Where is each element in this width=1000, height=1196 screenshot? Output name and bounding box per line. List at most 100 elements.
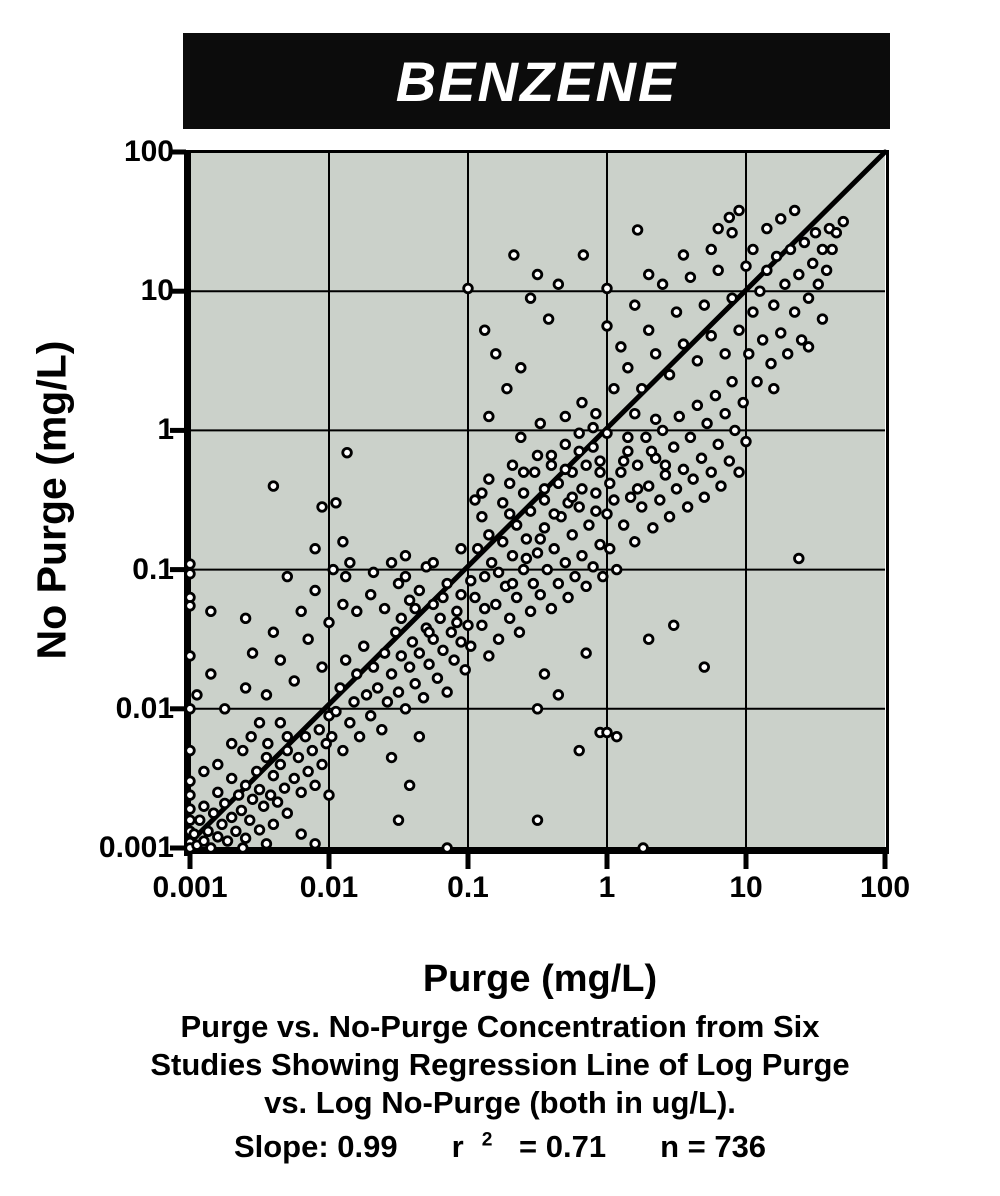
data-point xyxy=(788,306,801,318)
data-point xyxy=(221,835,234,847)
data-point xyxy=(677,338,690,350)
data-point xyxy=(455,588,467,601)
data-point xyxy=(395,612,407,625)
data-point xyxy=(779,278,791,290)
data-point xyxy=(365,710,377,722)
data-point xyxy=(320,737,332,750)
data-point xyxy=(202,825,214,837)
data-point xyxy=(552,477,565,489)
data-point xyxy=(281,570,294,583)
caption-stats-line: Slope: 0.99 r 2 = 0.71 n = 736 xyxy=(0,1122,1000,1166)
data-point xyxy=(465,575,477,587)
data-point xyxy=(782,348,794,360)
data-point xyxy=(485,556,498,569)
data-point xyxy=(309,779,321,792)
data-point xyxy=(754,285,766,297)
y-tick-mark xyxy=(170,288,186,294)
data-point xyxy=(378,647,391,659)
data-point xyxy=(309,838,321,850)
data-point xyxy=(611,563,623,576)
data-point xyxy=(341,446,353,459)
data-point xyxy=(538,668,551,680)
data-point xyxy=(740,435,752,448)
data-point xyxy=(330,705,342,718)
data-point xyxy=(807,257,819,270)
data-point xyxy=(205,605,217,618)
data-point xyxy=(427,556,439,569)
x-tick-label: 0.001 xyxy=(152,871,228,904)
data-point xyxy=(506,549,519,562)
data-point xyxy=(399,549,412,562)
data-point xyxy=(225,737,238,750)
data-point xyxy=(645,445,658,457)
data-point xyxy=(295,605,307,618)
data-point xyxy=(337,598,349,611)
scatter-points xyxy=(184,204,850,854)
data-point xyxy=(184,703,196,715)
data-point xyxy=(348,696,360,708)
data-point xyxy=(406,636,419,648)
data-point xyxy=(274,654,287,666)
data-point xyxy=(212,786,224,799)
data-point xyxy=(306,744,319,757)
data-point xyxy=(451,616,463,629)
data-point xyxy=(795,334,808,346)
data-point xyxy=(462,619,474,631)
stat-n: n = 736 xyxy=(660,1129,767,1165)
data-point xyxy=(668,619,680,631)
data-point xyxy=(235,804,248,817)
data-point xyxy=(490,598,502,611)
x-tick-mark xyxy=(743,853,749,869)
data-point xyxy=(802,292,815,304)
scatter-plot xyxy=(170,149,889,869)
data-point xyxy=(365,588,377,601)
data-point xyxy=(524,292,537,304)
data-point xyxy=(538,494,551,506)
data-point xyxy=(455,543,467,555)
data-point xyxy=(299,730,312,743)
data-point xyxy=(695,452,708,464)
y-tick-label: 10 xyxy=(140,274,174,308)
data-point xyxy=(262,737,274,750)
data-point xyxy=(334,682,346,694)
data-point xyxy=(358,640,370,652)
data-point xyxy=(244,814,256,826)
data-point xyxy=(601,726,613,739)
data-point xyxy=(441,577,453,590)
data-point xyxy=(601,508,613,520)
data-point xyxy=(643,324,655,336)
data-point xyxy=(590,505,602,517)
data-point xyxy=(559,463,572,476)
data-point xyxy=(784,243,797,256)
data-point xyxy=(267,626,280,638)
data-point xyxy=(712,438,724,451)
data-point xyxy=(542,313,555,325)
caption-line-2: Studies Showing Regression Line of Log P… xyxy=(150,1047,850,1082)
data-point xyxy=(237,744,249,757)
data-point xyxy=(469,591,481,604)
data-point xyxy=(237,842,249,854)
data-point xyxy=(478,324,491,336)
data-point xyxy=(184,814,196,826)
data-point xyxy=(381,696,394,708)
data-point xyxy=(751,375,763,388)
data-point xyxy=(216,818,228,831)
data-point xyxy=(409,678,421,690)
data-point xyxy=(413,584,426,597)
data-point xyxy=(594,455,606,467)
data-point xyxy=(403,594,416,606)
stat-slope: Slope: 0.99 xyxy=(233,1129,398,1165)
data-point xyxy=(601,320,613,332)
data-point xyxy=(395,650,407,662)
data-point xyxy=(566,529,578,541)
data-point xyxy=(504,612,516,625)
data-point xyxy=(788,204,801,217)
data-point xyxy=(705,330,717,342)
data-point xyxy=(478,570,491,583)
x-tick-mark xyxy=(326,853,332,869)
data-point xyxy=(409,602,421,615)
data-point xyxy=(566,491,578,503)
data-point xyxy=(587,421,599,434)
data-point xyxy=(656,424,669,437)
data-point xyxy=(232,789,245,801)
